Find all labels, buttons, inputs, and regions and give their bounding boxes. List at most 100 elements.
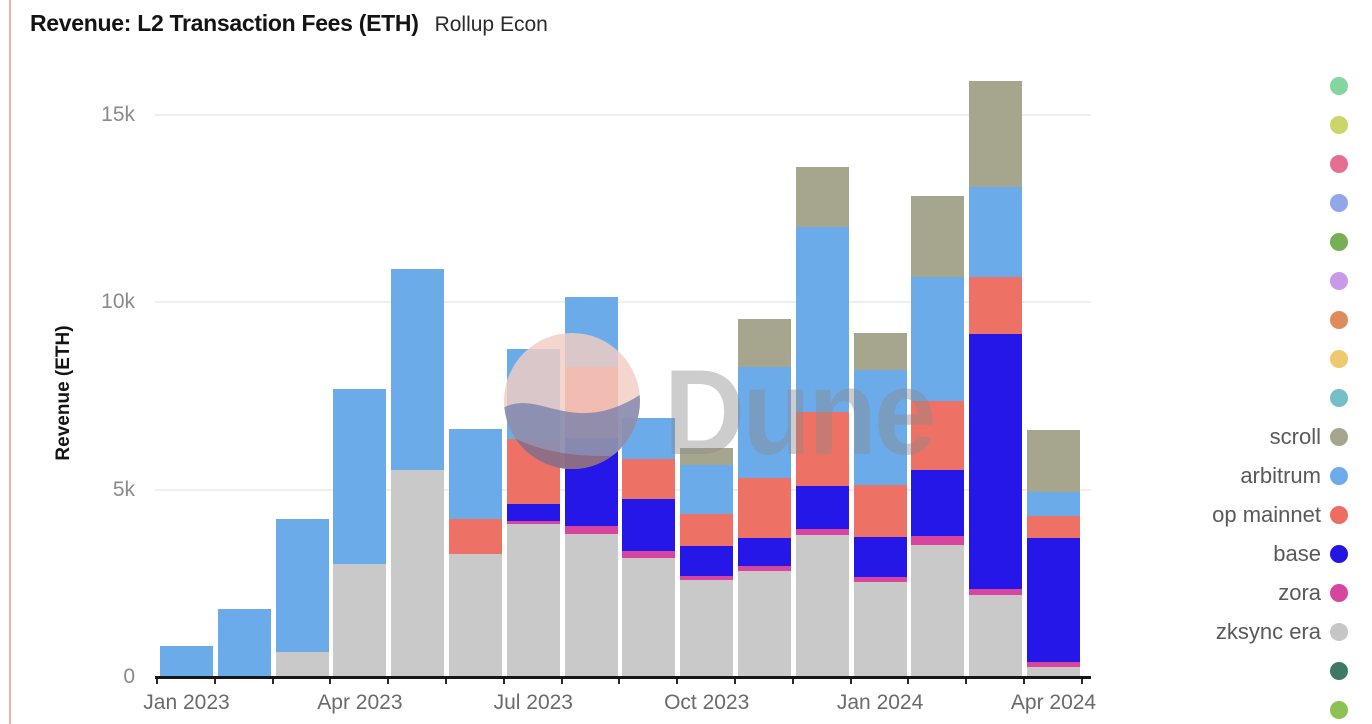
bar-segment-zksync-era[interactable]	[275, 651, 329, 676]
bar-stack[interactable]	[795, 166, 849, 676]
bar-segment-zora[interactable]	[969, 588, 1023, 596]
bar-segment-arbitrum[interactable]	[795, 226, 849, 413]
bar-segment-scroll[interactable]	[911, 196, 965, 277]
legend-item-unlabeled[interactable]	[1212, 350, 1348, 368]
bar-segment-zora[interactable]	[1027, 661, 1080, 667]
bar-segment-base[interactable]	[911, 470, 965, 536]
bar-segment-base[interactable]	[1027, 538, 1080, 662]
bar-segment-zora[interactable]	[506, 521, 560, 525]
legend-item-op-mainnet[interactable]: op mainnet	[1212, 502, 1348, 527]
bar-segment-zora[interactable]	[564, 526, 618, 534]
bar-segment-scroll[interactable]	[853, 332, 907, 371]
bar-stack[interactable]	[160, 646, 213, 676]
legend-item-unlabeled[interactable]	[1212, 662, 1348, 680]
bar-segment-zora[interactable]	[795, 528, 849, 536]
bar-segment-zksync-era[interactable]	[1027, 666, 1080, 676]
bar-segment-op-mainnet[interactable]	[622, 459, 676, 499]
bar-stack[interactable]	[1027, 430, 1080, 676]
legend-item-unlabeled[interactable]	[1212, 155, 1348, 173]
bar-stack[interactable]	[391, 269, 445, 676]
bar-segment-arbitrum[interactable]	[680, 464, 734, 515]
bar-segment-zora[interactable]	[911, 535, 965, 545]
bar-stack[interactable]	[680, 447, 734, 676]
bar-segment-op-mainnet[interactable]	[911, 400, 965, 471]
bar-segment-op-mainnet[interactable]	[969, 277, 1023, 334]
legend-item-unlabeled[interactable]	[1212, 272, 1348, 290]
bar-segment-arbitrum[interactable]	[1027, 492, 1080, 517]
bar-segment-base[interactable]	[680, 546, 734, 576]
bar-segment-zksync-era[interactable]	[506, 524, 560, 676]
bar-segment-zora[interactable]	[680, 575, 734, 581]
legend-item-base[interactable]: base	[1212, 541, 1348, 566]
bar-segment-base[interactable]	[795, 485, 849, 529]
bar-segment-op-mainnet[interactable]	[564, 366, 618, 438]
bar-segment-zora[interactable]	[738, 566, 791, 571]
bar-stack[interactable]	[564, 297, 618, 676]
bar-segment-arbitrum[interactable]	[564, 297, 618, 367]
bar-segment-arbitrum[interactable]	[217, 608, 271, 676]
legend-item-arbitrum[interactable]: arbitrum	[1212, 463, 1348, 488]
bar-segment-arbitrum[interactable]	[738, 367, 791, 478]
legend-item-unlabeled[interactable]	[1212, 194, 1348, 212]
bar-segment-scroll[interactable]	[738, 318, 791, 368]
bar-segment-arbitrum[interactable]	[333, 389, 387, 564]
bar-segment-op-mainnet[interactable]	[506, 438, 560, 505]
bar-segment-arbitrum[interactable]	[160, 646, 213, 676]
bar-segment-scroll[interactable]	[969, 80, 1023, 188]
bar-segment-arbitrum[interactable]	[969, 187, 1023, 278]
bar-stack[interactable]	[911, 196, 965, 676]
bar-segment-zksync-era[interactable]	[795, 535, 849, 676]
legend-item-unlabeled[interactable]	[1212, 701, 1348, 719]
bar-segment-arbitrum[interactable]	[853, 370, 907, 485]
legend-item-unlabeled[interactable]	[1212, 311, 1348, 329]
bar-segment-arbitrum[interactable]	[911, 277, 965, 401]
legend-item-zksync-era[interactable]: zksync era	[1212, 619, 1348, 644]
bar-segment-arbitrum[interactable]	[275, 518, 329, 652]
bar-segment-arbitrum[interactable]	[506, 348, 560, 439]
bar-segment-op-mainnet[interactable]	[1027, 516, 1080, 538]
bar-segment-zksync-era[interactable]	[449, 554, 502, 676]
bar-stack[interactable]	[506, 348, 560, 676]
bar-stack[interactable]	[333, 389, 387, 676]
bar-segment-zksync-era[interactable]	[564, 533, 618, 676]
bar-segment-zksync-era[interactable]	[622, 557, 676, 676]
bar-stack[interactable]	[622, 418, 676, 676]
legend-item-scroll[interactable]: scroll	[1212, 424, 1348, 449]
bar-stack[interactable]	[275, 518, 329, 676]
bar-stack[interactable]	[738, 318, 791, 676]
bar-segment-scroll[interactable]	[680, 447, 734, 465]
bar-segment-op-mainnet[interactable]	[795, 412, 849, 486]
legend-item-zora[interactable]: zora	[1212, 580, 1348, 605]
bar-segment-scroll[interactable]	[1027, 430, 1080, 493]
bar-segment-zksync-era[interactable]	[680, 580, 734, 676]
bar-segment-zksync-era[interactable]	[391, 469, 445, 676]
bar-stack[interactable]	[853, 332, 907, 676]
legend-item-unlabeled[interactable]	[1212, 389, 1348, 407]
bar-segment-zksync-era[interactable]	[853, 582, 907, 676]
legend-item-unlabeled[interactable]	[1212, 233, 1348, 251]
legend-item-unlabeled[interactable]	[1212, 77, 1348, 95]
bar-segment-zora[interactable]	[622, 551, 676, 558]
bar-segment-op-mainnet[interactable]	[680, 514, 734, 547]
bar-segment-zksync-era[interactable]	[969, 595, 1023, 676]
bar-segment-zksync-era[interactable]	[911, 544, 965, 676]
bar-segment-op-mainnet[interactable]	[738, 478, 791, 538]
bar-segment-zksync-era[interactable]	[738, 571, 791, 676]
bar-segment-scroll[interactable]	[795, 166, 849, 227]
bar-stack[interactable]	[449, 428, 502, 676]
bar-segment-zora[interactable]	[853, 576, 907, 583]
bar-segment-base[interactable]	[506, 504, 560, 522]
bar-segment-base[interactable]	[564, 437, 618, 526]
bar-stack[interactable]	[969, 80, 1023, 676]
bar-stack[interactable]	[217, 608, 271, 676]
bar-segment-base[interactable]	[738, 538, 791, 567]
bar-segment-op-mainnet[interactable]	[853, 484, 907, 538]
bar-segment-arbitrum[interactable]	[449, 428, 502, 519]
bar-segment-arbitrum[interactable]	[622, 418, 676, 460]
bar-segment-base[interactable]	[622, 498, 676, 552]
bar-segment-zksync-era[interactable]	[333, 563, 387, 676]
bar-segment-base[interactable]	[853, 537, 907, 577]
bar-segment-arbitrum[interactable]	[391, 269, 445, 470]
bar-segment-base[interactable]	[969, 333, 1023, 589]
legend-item-unlabeled[interactable]	[1212, 116, 1348, 134]
